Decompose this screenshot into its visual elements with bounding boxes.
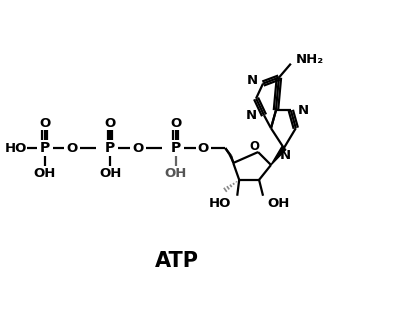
Text: O: O bbox=[67, 141, 78, 155]
Text: O: O bbox=[104, 117, 115, 130]
Text: N: N bbox=[279, 148, 290, 162]
Text: OH: OH bbox=[33, 167, 56, 180]
Text: O: O bbox=[39, 117, 50, 130]
Text: P: P bbox=[170, 141, 180, 155]
Text: P: P bbox=[105, 141, 115, 155]
Text: OH: OH bbox=[164, 167, 187, 180]
Text: ATP: ATP bbox=[154, 251, 198, 271]
Text: N: N bbox=[297, 104, 308, 117]
Text: OH: OH bbox=[99, 167, 121, 180]
Text: P: P bbox=[39, 141, 49, 155]
Text: O: O bbox=[132, 141, 143, 155]
Text: HO: HO bbox=[4, 141, 27, 155]
Text: N: N bbox=[245, 109, 256, 122]
Text: HO: HO bbox=[208, 197, 231, 210]
Text: O: O bbox=[198, 141, 209, 155]
Text: NH₂: NH₂ bbox=[295, 53, 323, 66]
Polygon shape bbox=[270, 147, 285, 165]
Text: O: O bbox=[249, 140, 258, 153]
Text: OH: OH bbox=[266, 197, 289, 210]
Text: O: O bbox=[170, 117, 181, 130]
Text: N: N bbox=[246, 74, 257, 87]
